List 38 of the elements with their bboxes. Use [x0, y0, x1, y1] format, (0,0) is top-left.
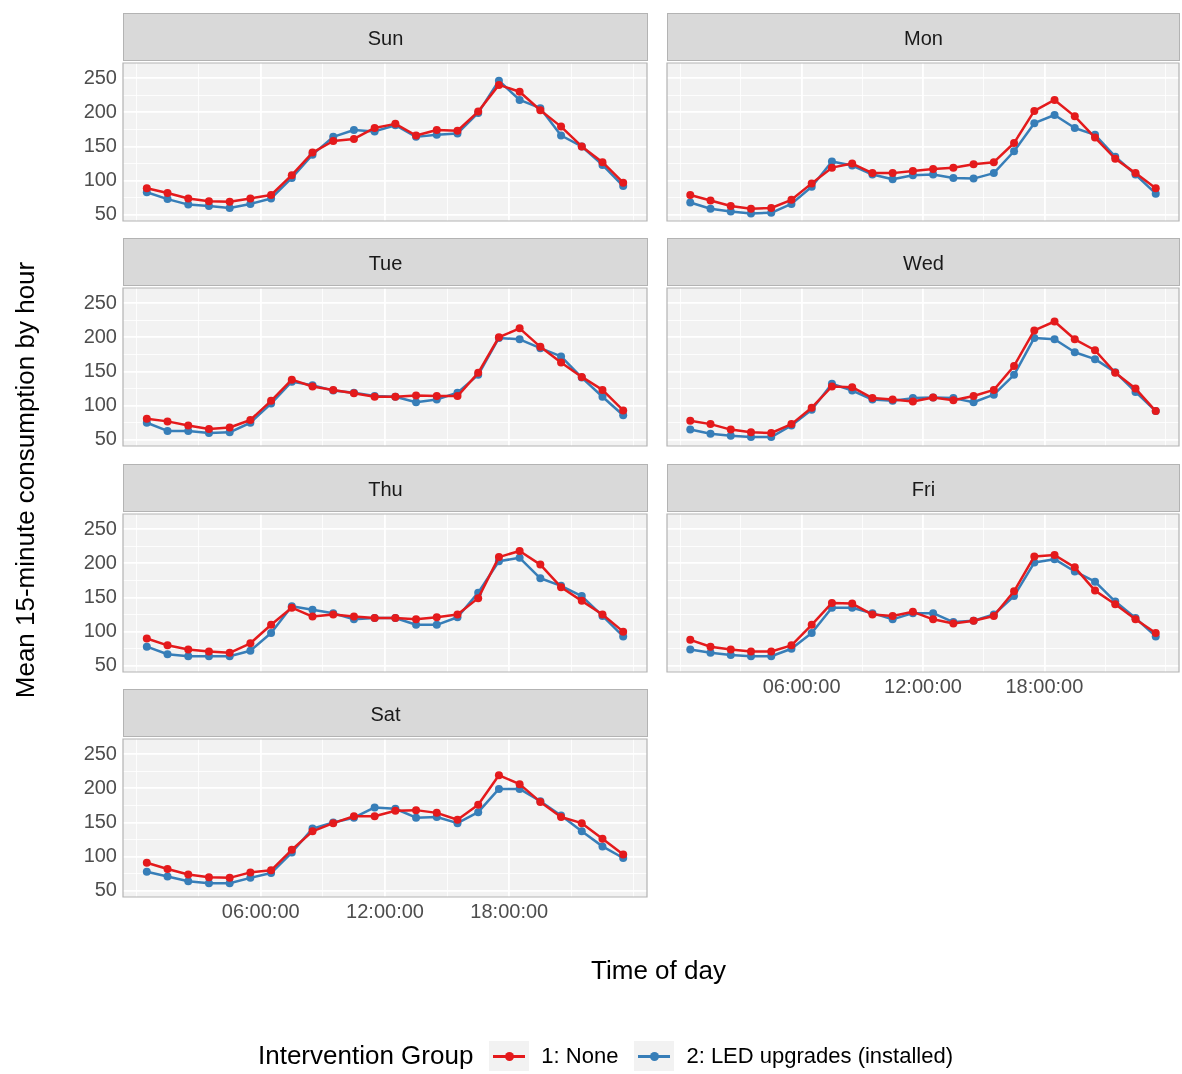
- x-tick-label: 18:00:00: [470, 899, 549, 922]
- legend-label: 2: LED upgrades (installed): [686, 1042, 954, 1069]
- y-tick-label: 200: [83, 324, 117, 347]
- y-tick-label: 200: [83, 775, 117, 798]
- x-tick-label: 12:00:00: [884, 674, 962, 697]
- x-tick-label: 18:00:00: [1005, 674, 1084, 697]
- legend-title: Intervention Group: [258, 1040, 474, 1071]
- chart-title: Tue: [123, 238, 648, 286]
- y-tick-label: 150: [83, 584, 117, 607]
- y-tick-label: 150: [83, 809, 117, 832]
- chart-title: Wed: [667, 238, 1180, 286]
- y-tick-label: 50: [94, 427, 117, 450]
- x-tick-label: 12:00:00: [346, 899, 424, 922]
- y-tick-label: 100: [83, 844, 117, 867]
- y-tick-label: 150: [83, 358, 117, 381]
- y-tick-label: 100: [83, 168, 117, 191]
- chart-title: Mon: [667, 13, 1180, 61]
- legend-label: 1: None: [541, 1042, 619, 1069]
- y-tick-label: 50: [94, 878, 117, 901]
- chart-title: Fri: [667, 464, 1180, 512]
- y-tick-label: 100: [83, 393, 117, 416]
- x-tick-label: 06:00:00: [762, 674, 841, 697]
- chart-title: Sat: [123, 689, 648, 737]
- y-tick-label: 250: [83, 290, 117, 313]
- y-tick-label: 200: [83, 550, 117, 573]
- y-tick-label: 200: [83, 99, 117, 122]
- x-axis-title: Time of day: [590, 955, 727, 986]
- y-tick-label: 150: [83, 133, 117, 156]
- chart-title: Thu: [123, 464, 648, 512]
- y-tick-label: 250: [83, 65, 117, 88]
- y-tick-label: 50: [94, 202, 117, 225]
- y-tick-label: 250: [83, 741, 117, 764]
- y-tick-label: 250: [83, 516, 117, 539]
- chart-title: Sun: [123, 13, 648, 61]
- y-tick-label: 50: [94, 653, 117, 676]
- y-axis-title: Mean 15-minute consumption by hour: [9, 261, 41, 699]
- x-tick-label: 06:00:00: [221, 899, 300, 922]
- y-tick-label: 100: [83, 619, 117, 642]
